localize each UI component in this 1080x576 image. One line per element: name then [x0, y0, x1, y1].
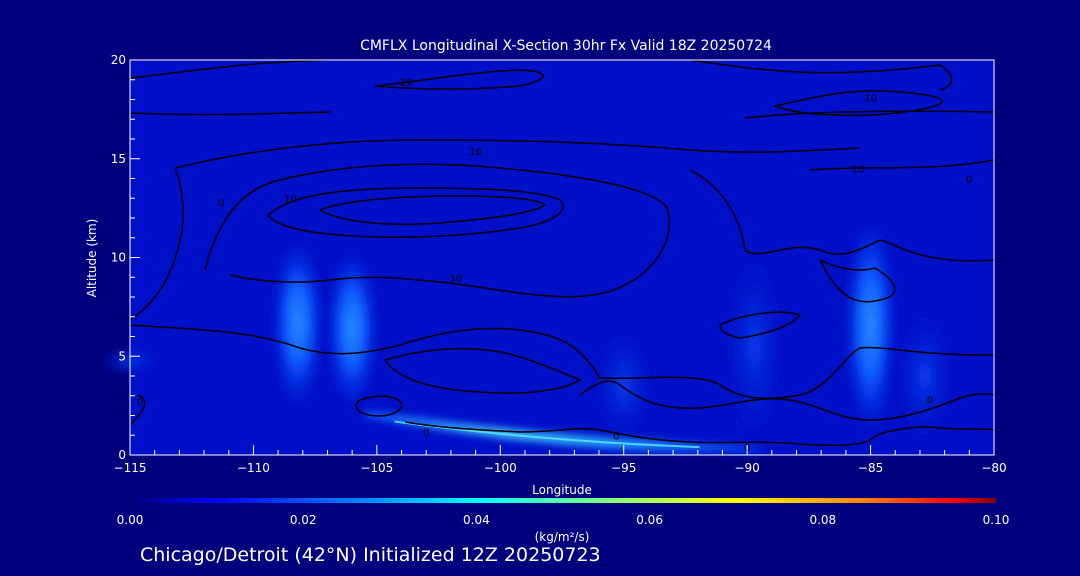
- contour-line: [689, 59, 953, 91]
- contour-line: [174, 139, 861, 169]
- contour-line: [374, 69, 544, 90]
- axes: −115 −110 −105 −100 −95 −90 −85 −80 0 5 10 15 20 Lo…: [85, 53, 1007, 497]
- colorbar-tick-label: 0.00: [117, 513, 144, 527]
- plot-area: 0000000101010101010: [99, 59, 995, 456]
- colorbar-gradient: [130, 498, 996, 503]
- y-axis: 0 5 10 15 20: [111, 53, 140, 462]
- contour-line: [129, 59, 331, 79]
- contour-line: [404, 421, 995, 446]
- contour-line: [744, 110, 995, 119]
- contour-line: [129, 324, 995, 400]
- x-tick-label: −90: [734, 461, 759, 475]
- x-tick-label: −100: [484, 461, 517, 475]
- colorbar-tick-label: 0.02: [290, 513, 317, 527]
- flux-cell: [844, 227, 897, 446]
- contour-label: 10: [852, 165, 865, 176]
- contour-line: [809, 159, 995, 171]
- flux-cell: [592, 326, 655, 446]
- contour-line: [719, 311, 802, 339]
- x-tick-label: −95: [611, 461, 636, 475]
- y-tick-label: 10: [111, 251, 126, 265]
- contour-line: [819, 259, 896, 303]
- flux-cell: [271, 247, 324, 416]
- contour-label: 0: [966, 175, 972, 186]
- x-tick-label: −115: [114, 461, 147, 475]
- x-axis: −115 −110 −105 −100 −95 −90 −85 −80: [114, 445, 1007, 475]
- x-tick-label: −110: [237, 461, 270, 475]
- contour-label: 10: [400, 78, 413, 89]
- chart-title: CMFLX Longitudinal X-Section 30hr Fx Val…: [360, 38, 772, 54]
- colorbar: 0.00 0.02 0.04 0.06 0.08 0.10 (kg/m²/s): [117, 498, 1010, 544]
- y-tick-label: 0: [118, 448, 126, 462]
- colorbar-tick-label: 0.10: [983, 513, 1010, 527]
- contour-label: 0: [137, 398, 143, 409]
- contour-line: [129, 394, 146, 426]
- flux-cell: [326, 257, 379, 416]
- colorbar-tick-label: 0.06: [636, 513, 663, 527]
- contour-line: [204, 163, 671, 298]
- x-axis-label: Longitude: [532, 483, 592, 497]
- contour-label: 10: [469, 147, 482, 158]
- x-tick-label: −80: [981, 461, 1006, 475]
- contour-label: 10: [449, 273, 462, 284]
- colorbar-tick-label: 0.08: [809, 513, 836, 527]
- low-level-flux-band: [364, 410, 760, 453]
- y-axis-label: Altitude (km): [85, 219, 99, 298]
- contour-line: [689, 169, 995, 262]
- y-tick-label: 15: [111, 152, 126, 166]
- contour-line: [355, 395, 403, 417]
- colorbar-units: (kg/m²/s): [535, 530, 590, 544]
- contour-label: 0: [613, 431, 619, 442]
- contour-line: [579, 380, 995, 421]
- x-tick-label: −105: [360, 461, 393, 475]
- contour-label: 0: [927, 396, 933, 407]
- location-caption: Chicago/Detroit (42°N) Initialized 12Z 2…: [140, 544, 601, 566]
- contour-line: [774, 90, 943, 117]
- contour-line: [129, 111, 331, 116]
- contour-label: 10: [864, 94, 877, 105]
- y-tick-label: 5: [118, 349, 126, 363]
- contour-label: 0: [423, 427, 429, 438]
- flux-cell: [894, 306, 956, 446]
- contour-line: [384, 348, 582, 394]
- colorbar-ticks: 0.00 0.02 0.04 0.06 0.08 0.10: [117, 513, 1010, 527]
- colorbar-tick-label: 0.04: [463, 513, 490, 527]
- flux-cell: [723, 247, 786, 446]
- contour-label: 0: [218, 198, 224, 209]
- contour-label: 10: [284, 194, 297, 205]
- contour-lines: [129, 59, 995, 446]
- y-tick-label: 20: [111, 53, 126, 67]
- x-tick-label: −85: [858, 461, 883, 475]
- contour-line: [267, 187, 564, 238]
- contour-line: [319, 195, 547, 226]
- contour-line: [129, 167, 184, 321]
- flux-shading: [99, 227, 956, 453]
